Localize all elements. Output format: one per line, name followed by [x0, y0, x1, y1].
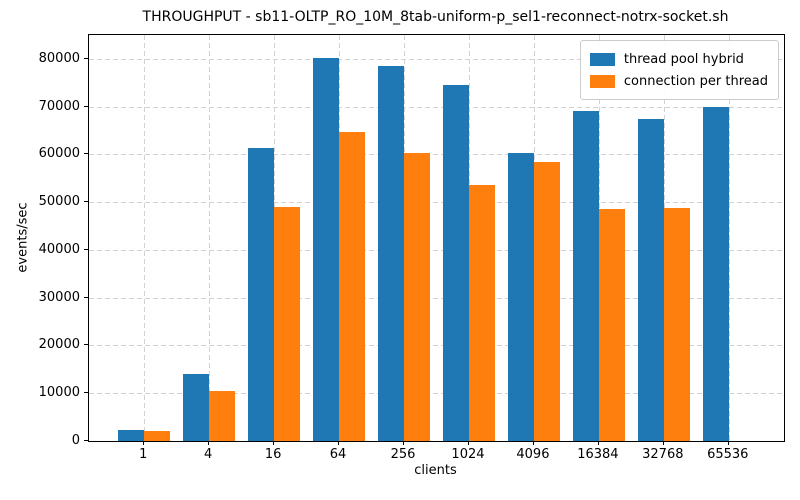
x-tick-mark — [467, 441, 469, 445]
h-gridline — [89, 106, 784, 108]
x-tick-mark — [662, 441, 664, 445]
y-tick-mark — [84, 344, 88, 346]
x-tick-mark — [208, 441, 210, 445]
bar-thread-pool-hybrid-1 — [118, 430, 145, 441]
bar-thread-pool-hybrid-16 — [248, 147, 275, 441]
legend-items: thread pool hybrid connection per thread — [589, 48, 768, 92]
v-gridline — [209, 35, 211, 441]
y-tick-mark — [84, 105, 88, 107]
bar-connection-per-thread-64 — [339, 131, 366, 441]
bar-connection-per-thread-256 — [404, 152, 430, 441]
legend-label: connection per thread — [623, 73, 768, 89]
chart-title: THROUGHPUT - sb11-OLTP_RO_10M_8tab-unifo… — [142, 9, 729, 25]
y-tick-label: 60000 — [38, 146, 80, 162]
bar-connection-per-thread-16384 — [598, 208, 625, 441]
h-gridline — [89, 202, 784, 204]
v-gridline — [144, 35, 146, 441]
h-gridline — [89, 297, 784, 299]
y-tick-mark — [84, 296, 88, 298]
x-tick-mark — [143, 441, 145, 445]
bar-thread-pool-hybrid-1024 — [442, 85, 469, 441]
y-tick-label: 0 — [71, 433, 80, 448]
x-tick-label: 256 — [390, 447, 416, 462]
x-axis-label: clients — [414, 463, 457, 478]
h-gridline — [89, 345, 784, 347]
x-tick-label: 1024 — [451, 447, 485, 462]
x-tick-mark — [727, 441, 729, 445]
bar-thread-pool-hybrid-16384 — [572, 111, 599, 441]
bar-connection-per-thread-32768 — [663, 207, 690, 441]
bar-thread-pool-hybrid-256 — [378, 66, 404, 441]
bar-connection-per-thread-4096 — [533, 162, 560, 441]
bar-connection-per-thread-16 — [274, 206, 301, 441]
legend-swatch-icon — [589, 74, 615, 88]
legend-swatch-icon — [589, 52, 615, 66]
x-tick-label: 65536 — [707, 447, 749, 462]
h-gridline — [89, 154, 784, 156]
y-tick-label: 70000 — [38, 98, 80, 114]
legend-label: thread pool hybrid — [623, 51, 744, 67]
bar-thread-pool-hybrid-65536 — [702, 107, 729, 441]
legend-entry: connection per thread — [589, 70, 768, 92]
x-tick-mark — [273, 441, 275, 445]
x-tick-label: 64 — [329, 447, 347, 462]
x-tick-label: 16384 — [577, 447, 619, 462]
h-gridline — [89, 249, 784, 251]
y-tick-label: 40000 — [38, 241, 80, 257]
x-tick-label: 1 — [139, 447, 148, 462]
y-tick-mark — [84, 248, 88, 250]
y-tick-label: 20000 — [38, 337, 80, 353]
x-tick-label: 4096 — [516, 447, 550, 462]
y-axis-label: events/sec — [15, 202, 31, 273]
x-tick-label: 16 — [264, 447, 282, 462]
bar-thread-pool-hybrid-4096 — [507, 152, 534, 441]
legend: thread pool hybrid connection per thread — [579, 40, 779, 100]
bar-thread-pool-hybrid-4 — [183, 374, 210, 441]
v-gridline — [728, 35, 730, 441]
y-tick-mark — [84, 392, 88, 394]
x-tick-mark — [338, 441, 340, 445]
x-tick-label: 4 — [204, 447, 213, 462]
plot-area: thread pool hybrid connection per thread — [88, 34, 785, 442]
bar-thread-pool-hybrid-32768 — [637, 119, 664, 441]
x-tick-mark — [597, 441, 599, 445]
x-tick-label: 32768 — [642, 447, 684, 462]
legend-entry: thread pool hybrid — [589, 48, 768, 70]
y-tick-mark — [84, 153, 88, 155]
y-tick-label: 10000 — [38, 385, 80, 401]
y-tick-label: 30000 — [38, 289, 80, 305]
bar-connection-per-thread-1024 — [468, 184, 495, 441]
bar-connection-per-thread-4 — [209, 390, 236, 441]
x-tick-mark — [532, 441, 534, 445]
y-tick-mark — [84, 57, 88, 59]
h-gridline — [89, 393, 784, 395]
y-tick-label: 50000 — [38, 194, 80, 210]
bar-thread-pool-hybrid-64 — [313, 57, 340, 441]
x-tick-mark — [403, 441, 405, 445]
y-tick-mark — [84, 440, 88, 441]
y-tick-label: 80000 — [38, 50, 80, 66]
bar-connection-per-thread-1 — [144, 431, 171, 441]
h-gridline — [89, 58, 784, 60]
y-tick-mark — [84, 201, 88, 203]
